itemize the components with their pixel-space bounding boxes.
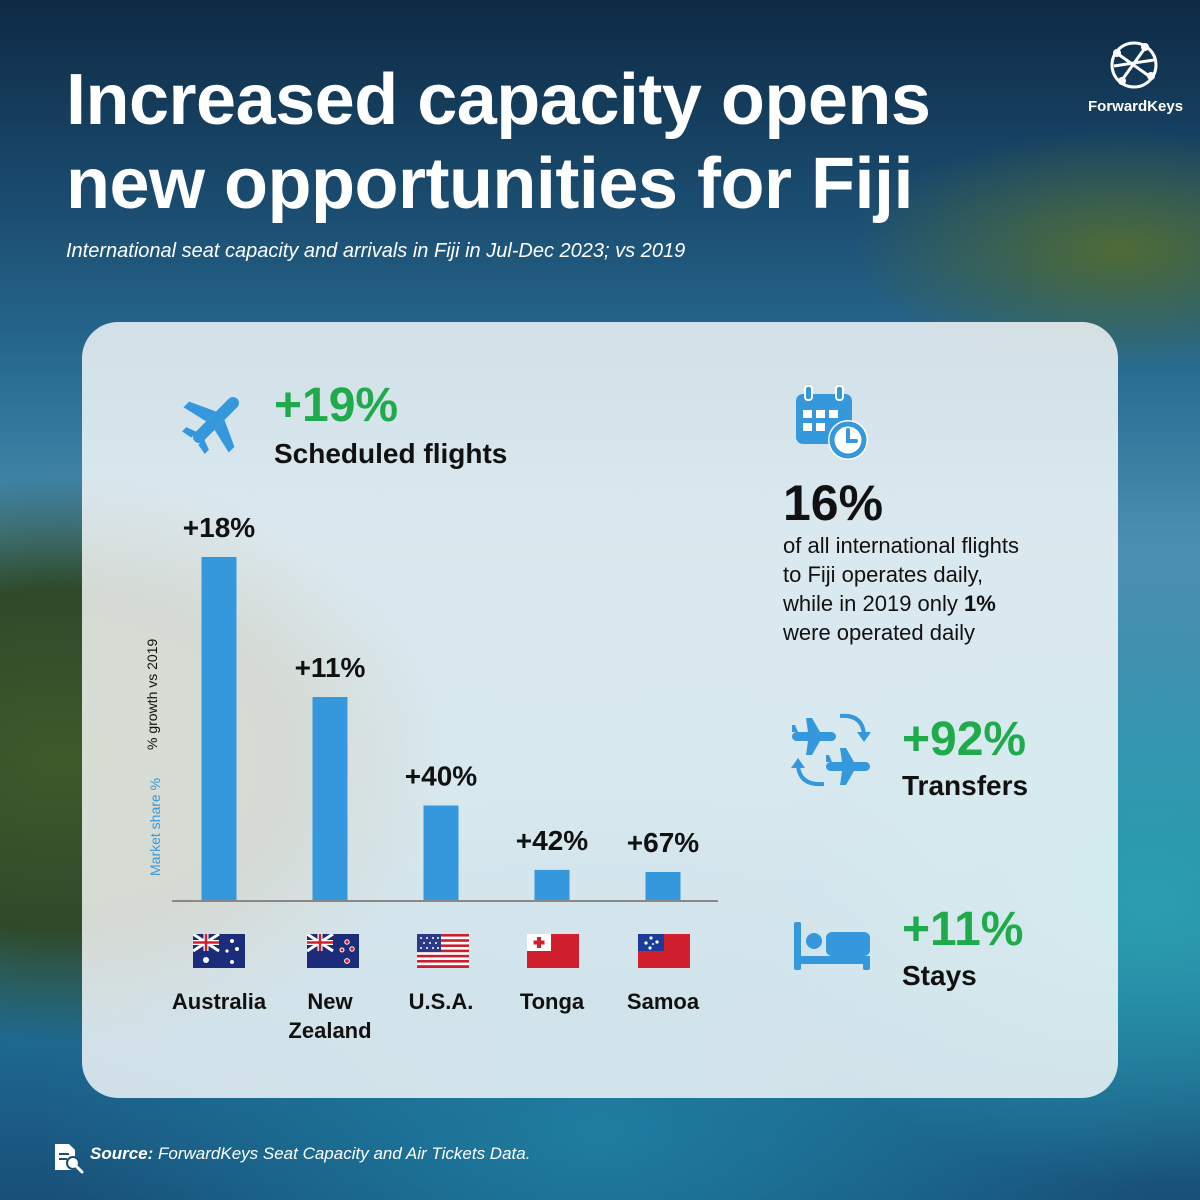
growth-label: +11%: [295, 652, 366, 683]
daily-text-line-3-pre: while in 2019 only: [783, 591, 965, 616]
airplane-icon: [182, 397, 239, 454]
usa-flag-icon: [417, 934, 469, 968]
country-label-line: Australia: [171, 989, 267, 1014]
daily-text-line-3: while in 2019 only 1%: [783, 589, 1083, 618]
flights-growth-value: +19%: [274, 379, 399, 432]
country-label: U.S.A.: [381, 987, 501, 1016]
bed-icon: [794, 922, 870, 970]
source-note: Source: ForwardKeys Seat Capacity and Ai…: [90, 1144, 530, 1164]
tonga-flag-icon: [527, 934, 579, 968]
country-label: Samoa: [603, 987, 723, 1016]
daily-text-line-4: were operated daily: [783, 620, 976, 645]
growth-label: +42%: [516, 825, 588, 856]
brand-name: ForwardKeys: [1088, 98, 1184, 115]
page-title: Increased capacity opens new opportuniti…: [66, 60, 931, 224]
flights-label: Scheduled flights: [274, 438, 508, 469]
growth-label: +40%: [405, 761, 477, 792]
bar-australia: [201, 557, 237, 900]
growth-label: +18%: [183, 512, 255, 543]
country-label: Tonga: [492, 987, 612, 1016]
source-text: ForwardKeys Seat Capacity and Air Ticket…: [153, 1144, 531, 1163]
transfers-growth-value: +92%: [902, 713, 1027, 766]
bar-tonga: [534, 869, 570, 900]
australia-flag-icon: [193, 934, 245, 968]
growth-label: +67%: [627, 827, 699, 858]
country-label-line: Samoa: [626, 989, 700, 1014]
daily-text-line-2: to Fiji operates daily,: [783, 562, 984, 587]
daily-2019-share: 1%: [964, 591, 996, 616]
transfer-planes-icon: [791, 713, 871, 787]
country-label-line: Zealand: [288, 1018, 372, 1043]
stays-label: Stays: [902, 960, 977, 991]
country-label-line: U.S.A.: [408, 989, 474, 1014]
document-search-icon: [55, 1144, 84, 1174]
country-label-line: New: [307, 989, 353, 1014]
calendar-clock-icon: [796, 385, 868, 460]
info-card: [82, 322, 1118, 1098]
bar-samoa: [645, 872, 681, 900]
stays-growth-value: +11%: [902, 903, 1024, 956]
y-axis-label-growth: % growth vs 2019: [144, 639, 160, 750]
country-label-line: Tonga: [519, 989, 585, 1014]
forwardkeys-logo: ForwardKeys: [1088, 36, 1184, 115]
daily-text-line-1: of all international flights: [783, 533, 1020, 558]
globe-logo-icon: [1110, 41, 1158, 89]
transfers-label: Transfers: [902, 770, 1029, 801]
samoa-flag-icon: [638, 934, 690, 968]
bar-u-s-a-: [423, 805, 459, 900]
daily-flights-description: of all international flights to Fiji ope…: [783, 531, 1083, 647]
country-label: New Zealand: [270, 987, 390, 1045]
y-axis-label-market-share: Market share %: [147, 778, 163, 876]
daily-flights-share: 16%: [783, 475, 884, 531]
subtitle: International seat capacity and arrivals…: [66, 240, 686, 262]
country-label: Australia: [159, 987, 279, 1016]
source-label: Source:: [90, 1144, 154, 1163]
bar-new-zealand: [312, 697, 348, 900]
new-zealand-flag-icon: [307, 934, 359, 968]
